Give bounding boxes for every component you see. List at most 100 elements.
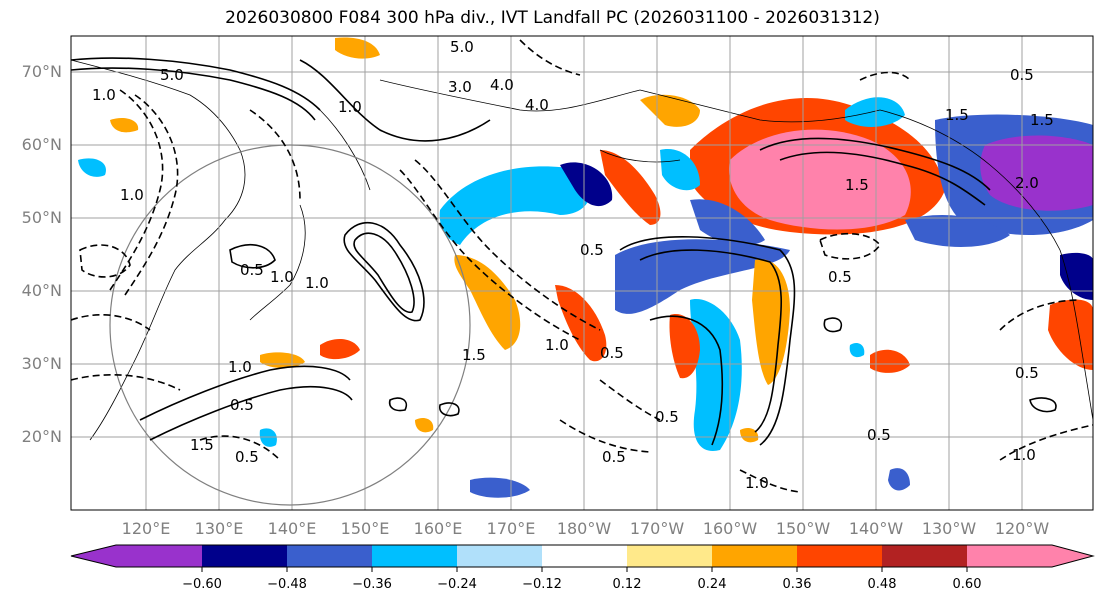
colorbar-tick-label: −0.48 bbox=[267, 577, 307, 592]
positive-field-blob-1 bbox=[320, 338, 360, 360]
contour-label: 0.5 bbox=[235, 448, 259, 466]
contour-label: 1.0 bbox=[338, 98, 362, 116]
contour-label: 1.0 bbox=[92, 86, 116, 104]
negative-field-mid-pacific-6 bbox=[845, 97, 905, 127]
contour-label: 3.0 bbox=[448, 78, 472, 96]
colorbar-bin bbox=[372, 545, 457, 567]
lat-label-40n: 40°N bbox=[21, 281, 62, 300]
contour-label: 0.5 bbox=[1015, 364, 1039, 382]
landfall-range-circle bbox=[109, 144, 471, 506]
colorbar-tick-label: −0.12 bbox=[522, 577, 562, 592]
negative-field-blob-3 bbox=[849, 343, 865, 358]
contour-label: 2.0 bbox=[1015, 174, 1039, 192]
lat-label-60n: 60°N bbox=[21, 135, 62, 154]
colorbar-bin bbox=[287, 545, 372, 567]
contour-label: 0.5 bbox=[230, 396, 254, 414]
lon-label-180w: 180°W bbox=[556, 519, 612, 538]
map-frame bbox=[70, 35, 1094, 511]
colorbar-bin bbox=[457, 545, 542, 567]
colorbar-tick-label: 0.48 bbox=[867, 577, 897, 592]
lon-label-130e: 130°E bbox=[194, 519, 244, 538]
contour-label: 1.0 bbox=[228, 358, 252, 376]
contour-label: 1.0 bbox=[1012, 446, 1036, 464]
negative-field-blob-5 bbox=[78, 158, 106, 177]
contour-label: 1.5 bbox=[945, 106, 969, 124]
positive-field-blob-4 bbox=[335, 37, 380, 59]
contour-label: 4.0 bbox=[490, 76, 514, 94]
colorbar-tick-label: 0.36 bbox=[782, 577, 812, 592]
negative-field-blob-4 bbox=[259, 428, 277, 447]
colorbar-tick-label: −0.60 bbox=[182, 577, 222, 592]
contour-label: 0.5 bbox=[828, 268, 852, 286]
positive-field-streak-3 bbox=[600, 150, 661, 225]
positive-field-blob-3 bbox=[870, 349, 910, 373]
positive-field-streak-5 bbox=[669, 314, 700, 379]
lon-label-160e: 160°E bbox=[413, 519, 463, 538]
lon-label-140e: 140°E bbox=[267, 519, 317, 538]
lon-label-120e: 120°E bbox=[121, 519, 171, 538]
contour-label: 1.5 bbox=[1030, 111, 1054, 129]
contour-label: 0.5 bbox=[602, 448, 626, 466]
colorbar-bin bbox=[967, 545, 1052, 567]
positive-field-blob-7 bbox=[110, 118, 139, 133]
positive-field-blob-5 bbox=[415, 418, 434, 433]
colorbar-tick-label: −0.36 bbox=[352, 577, 392, 592]
lat-label-50n: 50°N bbox=[21, 208, 62, 227]
contour-label: 1.5 bbox=[845, 176, 869, 194]
coastlines bbox=[71, 59, 1093, 441]
colorbar-bin bbox=[542, 545, 627, 567]
lon-label-150e: 150°E bbox=[340, 519, 390, 538]
contour-label: 0.5 bbox=[867, 426, 891, 444]
negative-field-mid-pacific-3 bbox=[690, 299, 742, 451]
colorbar-tick-label: 0.24 bbox=[697, 577, 727, 592]
contour-label: 1.0 bbox=[305, 274, 329, 292]
contours-positive bbox=[71, 57, 1057, 446]
colorbar-tick-label: 0.12 bbox=[612, 577, 642, 592]
contour-label: 0.5 bbox=[655, 408, 679, 426]
negative-field-mid-pacific-1-core bbox=[560, 162, 613, 207]
contour-label: 1.5 bbox=[190, 436, 214, 454]
negative-field-blob-1 bbox=[470, 477, 530, 498]
contour-label: 0.5 bbox=[240, 261, 264, 279]
colorbar-bin bbox=[797, 545, 882, 567]
colorbar-bin bbox=[202, 545, 287, 567]
contour-label: 0.5 bbox=[580, 241, 604, 259]
lon-label-150w: 150°W bbox=[775, 519, 831, 538]
contour-label: 0.5 bbox=[600, 344, 624, 362]
lat-label-30n: 30°N bbox=[21, 354, 62, 373]
positive-field-streak-2 bbox=[555, 285, 607, 362]
positive-field-streak-1 bbox=[454, 255, 521, 350]
lon-label-170w: 170°W bbox=[629, 519, 685, 538]
colorbar bbox=[70, 544, 1095, 572]
lon-label-120w: 120°W bbox=[994, 519, 1050, 538]
contour-label: 1.0 bbox=[545, 336, 569, 354]
positive-field-alaska-west bbox=[640, 94, 700, 127]
contours-negative bbox=[71, 39, 1093, 493]
lon-label-160w: 160°W bbox=[702, 519, 758, 538]
graticule bbox=[71, 36, 1093, 510]
contour-label: 1.0 bbox=[270, 268, 294, 286]
contour-label: 1.0 bbox=[120, 186, 144, 204]
contour-labels: 5.0 4.0 3.0 1.0 5.0 1.0 4.0 1.0 1.5 0.5 … bbox=[92, 38, 1054, 492]
contour-label: 5.0 bbox=[160, 66, 184, 84]
colorbar-bin bbox=[882, 545, 967, 567]
map-background bbox=[71, 36, 1093, 510]
colorbar-bin bbox=[116, 545, 202, 567]
positive-field-gulf-alaska-core bbox=[729, 129, 911, 230]
colorbar-outline bbox=[70, 544, 1095, 568]
negative-field-ne-pacific-core bbox=[980, 135, 1093, 211]
negative-field-mid-pacific-5 bbox=[690, 199, 765, 246]
negative-field-mid-pacific-1 bbox=[439, 166, 591, 245]
contour-label: 0.5 bbox=[1010, 66, 1034, 84]
negative-field-pacific-coast bbox=[1060, 252, 1093, 300]
lon-label-130w: 130°W bbox=[921, 519, 977, 538]
colorbar-tick-label: 0.60 bbox=[952, 577, 982, 592]
negative-field-mid-pacific-7 bbox=[905, 215, 1010, 247]
colorbar-bin bbox=[627, 545, 712, 567]
figure-title: 2026030800 F084 300 hPa div., IVT Landfa… bbox=[225, 8, 880, 28]
contour-label: 1.5 bbox=[462, 346, 486, 364]
colorbar-extend-min bbox=[71, 545, 116, 567]
lat-label-20n: 20°N bbox=[21, 427, 62, 446]
lon-label-170e: 170°E bbox=[486, 519, 536, 538]
